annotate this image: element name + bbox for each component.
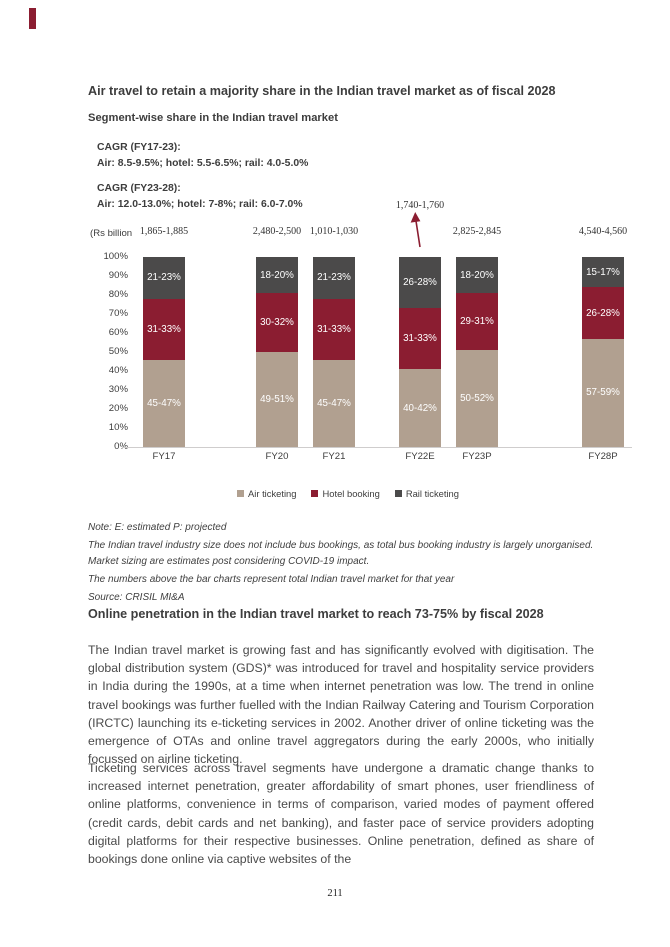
segment-value-label: 15-17%: [586, 266, 620, 278]
bar-segment: 31-33%: [313, 298, 355, 360]
y-tick-label: 60%: [108, 327, 128, 338]
x-axis-label: FY22E: [405, 451, 435, 462]
bar-segment: 18-20%: [456, 257, 498, 294]
legend-item: Rail ticketing: [394, 488, 459, 499]
y-tick-label: 70%: [108, 308, 128, 319]
x-axis-label: FY23P: [462, 451, 492, 462]
bar-segment: 15-17%: [582, 257, 624, 288]
bar-total-label: 1,865-1,885: [139, 226, 189, 237]
x-axis-label: FY17: [152, 451, 176, 462]
note-line: The Indian travel industry size does not…: [88, 540, 594, 567]
bar-segment: 57-59%: [582, 338, 624, 447]
chart-notes: Note: E: estimated P: projected The India…: [88, 520, 623, 608]
section2-title: Online penetration in the Indian travel …: [88, 607, 544, 621]
bar-segment: 21-23%: [143, 257, 185, 299]
bar-segment: 45-47%: [313, 359, 355, 447]
bar-total-label: 1,010-1,030: [309, 226, 359, 237]
segment-value-label: 29-31%: [460, 316, 494, 328]
y-tick-label: 50%: [108, 346, 128, 357]
legend-label: Rail ticketing: [405, 488, 459, 499]
x-axis-label: FY20: [265, 451, 289, 462]
bar-segment: 31-33%: [399, 308, 441, 370]
legend-item: Hotel booking: [311, 488, 380, 499]
bar-segment: 21-23%: [313, 257, 355, 299]
legend-swatch-icon: [237, 490, 245, 497]
bar-segment: 49-51%: [256, 352, 298, 447]
bar-FY20: 49-51% 30-32% 18-20%: [256, 257, 298, 447]
bar-segment: 40-42%: [399, 369, 441, 447]
bar-segment: 29-31%: [456, 293, 498, 351]
y-tick-label: 80%: [108, 289, 128, 300]
cagr-blocks: CAGR (FY17-23): Air: 8.5-9.5%; hotel: 5.5…: [97, 140, 308, 222]
legend-item: Air ticketing: [237, 488, 296, 499]
bar-total-label: 1,740-1,760: [395, 200, 445, 211]
note-line: Note: E: estimated P: projected: [88, 522, 227, 533]
chart-title: Segment-wise share in the Indian travel …: [88, 112, 338, 124]
segment-value-label: 31-33%: [403, 333, 437, 345]
segment-value-label: 21-23%: [147, 272, 181, 284]
bar-total-label: 4,540-4,560: [578, 226, 628, 237]
y-tick-label: 100%: [103, 251, 128, 262]
legend-swatch-icon: [311, 490, 319, 497]
body-paragraph-1: The Indian travel market is growing fast…: [88, 643, 594, 767]
stacked-bar-chart: (Rs billion 100% 90% 80% 70% 60% 50% 40% 30% 20%…: [0, 195, 670, 470]
legend-swatch-icon: [394, 490, 402, 497]
cagr-detail: Air: 12.0-13.0%; hotel: 7-8%; rail: 6.0-…: [97, 198, 303, 210]
segment-value-label: 26-28%: [403, 277, 437, 289]
page-number: 211: [327, 888, 343, 899]
bar-segment: 26-28%: [582, 287, 624, 339]
bar-FY28P: 57-59% 26-28% 15-17%: [582, 257, 624, 447]
annotation-mark: [29, 8, 36, 29]
segment-value-label: 49-51%: [260, 394, 294, 405]
cagr-label: CAGR (FY17-23):: [97, 142, 181, 153]
bar-segment: 26-28%: [399, 257, 441, 309]
segment-value-label: 31-33%: [317, 323, 351, 335]
legend-label: Air ticketing: [248, 488, 297, 499]
bar-FY23P: 50-52% 29-31% 18-20%: [456, 257, 498, 447]
note-line: Source: CRISIL MI&A: [88, 592, 185, 603]
cagr-block: CAGR (FY23-28): Air: 12.0-13.0%; hotel: 7…: [97, 181, 308, 212]
annotation-arrow-icon: [410, 212, 421, 248]
bar-FY22E: 40-42% 31-33% 26-28%: [399, 257, 441, 447]
y-tick-label: 90%: [108, 270, 128, 281]
segment-value-label: 26-28%: [586, 307, 620, 319]
section1-title: Air travel to retain a majority share in…: [88, 84, 556, 98]
x-axis-label: FY28P: [588, 451, 618, 462]
chart-legend: Air ticketing Hotel booking Rail ticketing: [88, 488, 608, 499]
segment-value-label: 50-52%: [460, 393, 494, 405]
bar-FY21: 45-47% 31-33% 21-23%: [313, 257, 355, 447]
bar-total-label: 2,480-2,500: [252, 226, 302, 237]
y-tick-label: 0%: [58, 441, 128, 452]
cagr-detail: Air: 8.5-9.5%; hotel: 5.5-6.5%; rail: 4.…: [97, 157, 309, 169]
y-tick-label: 10%: [108, 422, 128, 433]
bar-segment: 45-47%: [143, 359, 185, 447]
y-tick-label: 30%: [108, 384, 128, 395]
segment-value-label: 40-42%: [403, 402, 437, 414]
body-paragraph-2: Ticketing services across travel segment…: [88, 761, 594, 867]
legend-label: Hotel booking: [322, 488, 380, 499]
segment-value-label: 45-47%: [317, 397, 351, 409]
bar-total-label: 2,825-2,845: [452, 226, 502, 237]
note-line: The numbers above the bar charts represe…: [88, 574, 455, 585]
segment-value-label: 31-33%: [147, 323, 181, 335]
segment-value-label: 18-20%: [260, 269, 294, 281]
x-axis-label: FY21: [322, 451, 346, 462]
segment-value-label: 30-32%: [260, 317, 294, 329]
bar-segment: 50-52%: [456, 350, 498, 447]
segment-value-label: 18-20%: [460, 269, 494, 281]
y-tick-label: 20%: [108, 403, 128, 414]
x-axis-line: [122, 447, 632, 448]
segment-value-label: 21-23%: [317, 272, 351, 284]
bar-FY17: 45-47% 31-33% 21-23%: [143, 257, 185, 447]
cagr-block: CAGR (FY17-23): Air: 8.5-9.5%; hotel: 5.5…: [97, 140, 308, 171]
bar-segment: 18-20%: [256, 257, 298, 294]
bar-segment: 30-32%: [256, 293, 298, 352]
segment-value-label: 57-59%: [586, 387, 620, 399]
bar-segment: 31-33%: [143, 298, 185, 360]
segment-value-label: 45-47%: [147, 397, 181, 409]
y-tick-label: 40%: [108, 365, 128, 376]
cagr-label: CAGR (FY23-28):: [97, 183, 181, 194]
axis-unit-label: (Rs billion: [90, 228, 133, 239]
